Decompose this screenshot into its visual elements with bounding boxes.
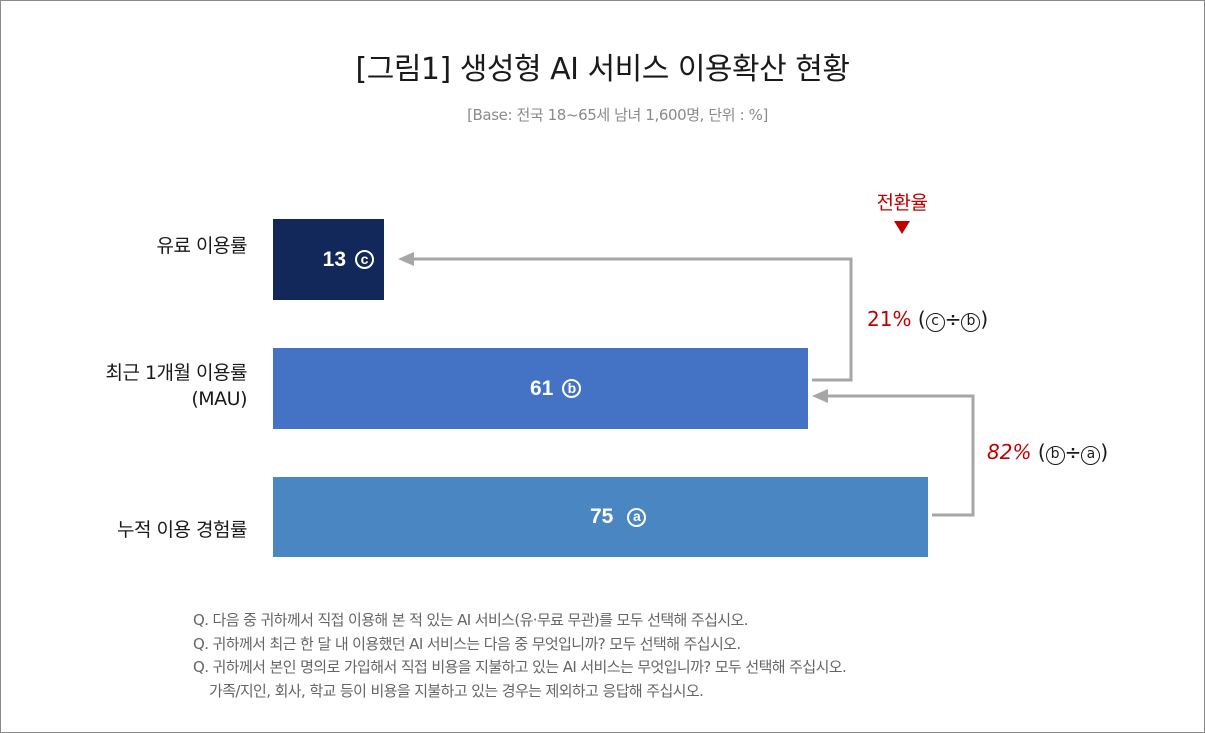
- category-label-paid: 유료 이용률: [156, 233, 248, 259]
- bar-paid-usage: 13 c: [273, 219, 384, 300]
- paren-open: (: [1037, 440, 1046, 464]
- survey-question-3: Q. 귀하께서 본인 명의로 가입해서 직접 비용을 지불하고 있는 AI 서비…: [193, 658, 847, 676]
- arrowhead-icon: [812, 389, 828, 403]
- survey-question-1: Q. 다음 중 귀하께서 직접 이용해 본 적 있는 AI 서비스(유·무료 무…: [193, 611, 748, 629]
- divide-sign: ÷: [1064, 440, 1082, 464]
- divide-sign: ÷: [944, 307, 962, 331]
- category-label-text: 누적 이용 경험률: [117, 519, 247, 541]
- conversion-rate-mau: 82% (b ÷ a): [987, 440, 1108, 465]
- survey-question-2: Q. 귀하께서 최근 한 달 내 이용했던 AI 서비스는 다음 중 무엇입니까…: [193, 634, 741, 653]
- paren-open: (: [917, 307, 926, 331]
- survey-notes: Q. 다음 중 귀하께서 직접 이용해 본 적 있는 AI 서비스(유·무료 무…: [193, 609, 847, 703]
- rate-percent: 82%: [987, 440, 1032, 464]
- category-label-mau: 최근 1개월 이용률 (MAU): [105, 360, 247, 412]
- category-label-text: 최근 1개월 이용률: [105, 362, 247, 384]
- down-triangle-icon: [894, 221, 910, 234]
- chart-title: [그림1] 생성형 AI 서비스 이용확산 현황: [355, 52, 850, 87]
- category-label-text: 유료 이용률: [156, 235, 248, 257]
- chart-subtitle: [Base: 전국 18~65세 남녀 1,600명, 단위 : %]: [467, 106, 768, 124]
- conversion-rate-paid: 21% (c ÷ b): [867, 307, 988, 332]
- bar-mau: 61 b: [273, 348, 808, 429]
- survey-question-3-note: 가족/지인, 회사, 학교 등이 비용을 지불하고 있는 경우는 제외하고 응답…: [209, 681, 704, 700]
- bar-cumulative-experience: 75 a: [273, 477, 928, 557]
- rate-percent: 21%: [867, 307, 912, 331]
- connector-cumulative-to-mau: [824, 394, 975, 517]
- paren-close: ): [1100, 440, 1109, 464]
- category-label-subtext: (MAU): [191, 388, 247, 410]
- conversion-rate-heading: 전환율: [876, 192, 928, 214]
- marker-a-icon: a: [627, 507, 647, 527]
- marker-b-icon: b: [562, 379, 582, 398]
- marker-c-icon: c: [355, 250, 374, 269]
- category-label-cumulative: 누적 이용 경험률: [117, 517, 247, 543]
- marker-b-icon: b: [1045, 445, 1065, 465]
- connector-mau-to-paid: [410, 257, 853, 382]
- bar-value: 61: [530, 376, 554, 400]
- marker-b-icon: b: [961, 312, 981, 332]
- bar-value: 75: [590, 505, 614, 528]
- marker-a-icon: a: [1081, 445, 1101, 465]
- arrowhead-icon: [398, 252, 414, 266]
- bar-value: 13: [322, 247, 346, 271]
- marker-c-icon: c: [925, 312, 945, 332]
- paren-close: ): [980, 307, 989, 331]
